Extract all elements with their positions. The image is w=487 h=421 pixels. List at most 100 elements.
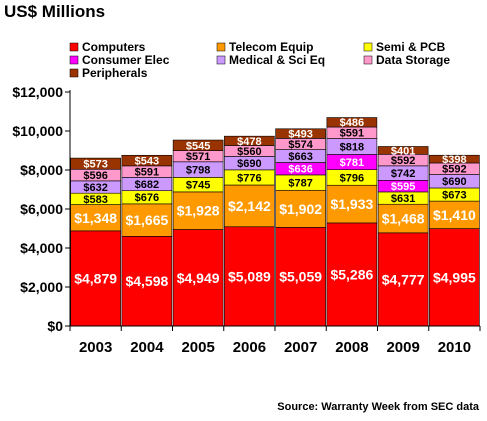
data-label: $798 [186, 165, 210, 177]
y-tick-label: $10,000 [12, 123, 63, 139]
data-label: $398 [442, 154, 466, 166]
data-label: $4,995 [433, 269, 476, 285]
data-label: $592 [391, 155, 415, 167]
bar-segment [224, 226, 275, 327]
data-label: $571 [186, 151, 210, 163]
data-label: $5,089 [228, 268, 271, 284]
data-label: $787 [288, 178, 312, 190]
data-label: $1,928 [177, 203, 220, 219]
data-label: $595 [391, 181, 415, 193]
legend-label-0: Computers [82, 40, 146, 54]
bar-segment [377, 203, 429, 234]
legend-swatch-4 [216, 55, 226, 65]
x-tick-label: 2005 [181, 339, 214, 356]
bar-segment [121, 154, 173, 167]
bar-segment [275, 128, 326, 139]
source-note: Source: Warranty Week from SEC data [277, 401, 479, 413]
data-label: $745 [186, 180, 210, 192]
data-label: $543 [135, 156, 159, 168]
data-label: $2,142 [228, 198, 271, 214]
legend-swatch-0 [69, 42, 79, 52]
y-tick-label: $6,000 [20, 201, 63, 217]
legend-swatch-3 [69, 55, 79, 65]
data-label: $5,059 [279, 269, 322, 285]
bar-segment [429, 154, 480, 164]
legend-label-4: Medical & Sci Eq [229, 53, 325, 67]
legend-label-3: Consumer Elec [82, 53, 170, 67]
legend: Computers Telecom Equip Semi & PCB Consumer… [69, 40, 450, 80]
data-label: $1,348 [74, 210, 117, 226]
data-label: $486 [340, 117, 364, 129]
legend-swatch-6 [69, 68, 79, 78]
data-label: $5,286 [330, 267, 373, 283]
axes: $0 $2,000 $4,000 $6,000 $8,000 $10,000 $12,000… [12, 84, 481, 356]
data-label: $401 [391, 145, 415, 157]
bar-segment [377, 232, 429, 327]
x-tick-label: 2010 [438, 339, 471, 356]
bar-segment [326, 222, 378, 327]
data-label: $1,902 [279, 201, 322, 217]
data-label: $591 [340, 128, 364, 140]
data-label: $682 [135, 179, 159, 191]
bar-segment [70, 230, 121, 327]
y-tick-label: $0 [47, 318, 63, 334]
bar-segment [172, 139, 224, 151]
bar-segment [70, 157, 121, 170]
data-label: $676 [135, 192, 159, 204]
data-label: $631 [391, 193, 415, 205]
bar-segment [70, 204, 121, 232]
data-label: $591 [135, 167, 159, 179]
bar-segment [326, 117, 378, 128]
data-label: $1,410 [433, 207, 476, 223]
bar-segment [121, 236, 173, 327]
data-label: $545 [186, 140, 210, 152]
data-label: $4,598 [125, 273, 168, 289]
bar-segment [172, 229, 224, 327]
bar-segment [429, 228, 480, 327]
x-tick-label: 2008 [335, 339, 368, 356]
data-label: $574 [288, 139, 313, 151]
x-tick-label: 2004 [130, 339, 164, 356]
data-label: $742 [391, 168, 415, 180]
x-tick-label: 2003 [79, 339, 112, 356]
data-label: $4,777 [382, 271, 425, 287]
data-label: $663 [288, 151, 312, 163]
data-label: $796 [340, 172, 364, 184]
data-label: $592 [442, 164, 466, 176]
data-label: $1,933 [330, 196, 373, 212]
legend-swatch-2 [363, 42, 373, 52]
data-label: $478 [237, 136, 261, 148]
data-label: $818 [340, 141, 364, 153]
legend-swatch-5 [363, 55, 373, 65]
legend-swatch-1 [216, 42, 226, 52]
data-label: $560 [237, 146, 261, 158]
plot-area: $4,879 $1,348 $583$632$596$573 $4,598 $1,665… [70, 117, 480, 327]
data-label: $690 [237, 158, 261, 170]
bar-segment [377, 146, 429, 155]
bar-segment [275, 189, 326, 228]
data-label: $573 [83, 159, 107, 171]
data-label: $583 [83, 194, 107, 206]
data-label: $1,468 [382, 211, 425, 227]
data-label: $4,879 [74, 270, 117, 286]
x-tick-label: 2007 [284, 339, 317, 356]
x-tick-label: 2009 [386, 339, 419, 356]
data-label: $776 [237, 172, 261, 184]
y-tick-label: $8,000 [20, 162, 63, 178]
data-label: $596 [83, 170, 107, 182]
y-tick-label: $12,000 [12, 84, 63, 100]
legend-label-6: Peripherals [82, 66, 148, 80]
bar-segment [172, 191, 224, 230]
bar-segment [275, 227, 326, 327]
y-tick-label: $4,000 [20, 240, 63, 256]
data-label: $690 [442, 176, 466, 188]
data-label: $673 [442, 190, 466, 202]
data-label: $4,949 [177, 270, 220, 286]
bar-segment [121, 203, 173, 237]
data-label: $1,665 [125, 212, 168, 228]
data-label: $636 [288, 164, 312, 176]
data-label: $632 [83, 182, 107, 194]
legend-label-2: Semi & PCB [376, 40, 446, 54]
bar-segment [429, 200, 480, 229]
